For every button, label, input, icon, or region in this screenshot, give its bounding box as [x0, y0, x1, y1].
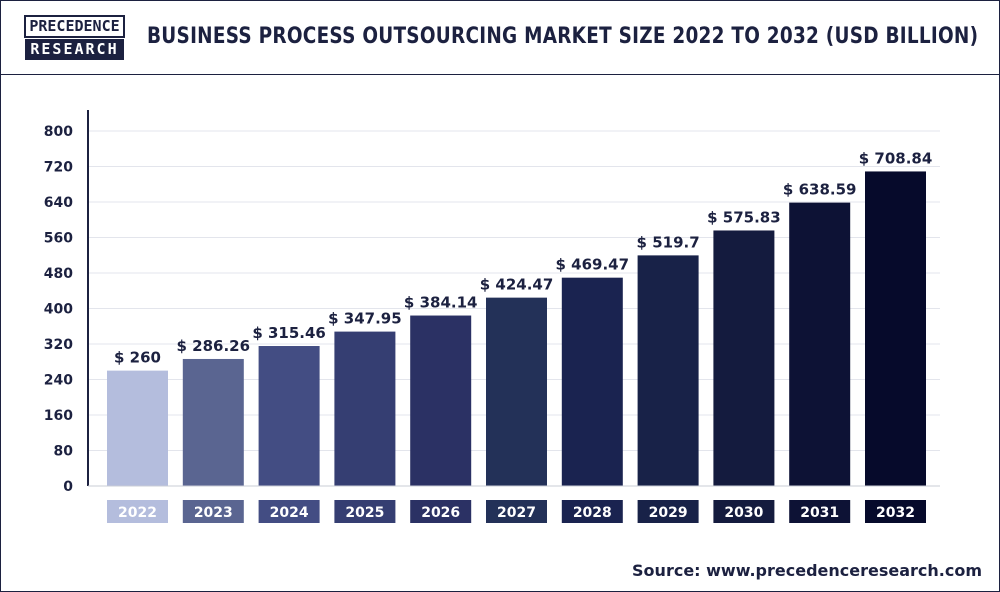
company-logo: PRECEDENCE RESEARCH	[24, 9, 125, 65]
y-tick-label: 0	[63, 479, 73, 495]
bar-2025	[334, 331, 396, 486]
data-label: $ 384.14	[404, 294, 478, 312]
bar-2029	[637, 255, 699, 486]
x-tick-box	[789, 500, 851, 523]
x-tick-box	[258, 500, 320, 523]
data-label: $ 286.26	[177, 337, 251, 355]
y-tick-label: 160	[44, 408, 73, 424]
x-tick-label: 2028	[573, 505, 612, 521]
bar-2023	[182, 358, 244, 486]
x-tick-box	[182, 500, 244, 523]
bar-2030	[713, 230, 775, 486]
x-tick-box	[410, 500, 472, 523]
x-tick-box	[486, 500, 547, 523]
data-label: $ 519.7	[637, 233, 700, 251]
x-tick-label: 2025	[345, 505, 384, 521]
x-tick-label: 2030	[724, 505, 763, 521]
data-label: $ 638.59	[783, 181, 857, 199]
x-tick-label: 2022	[118, 505, 157, 521]
x-tick-box	[713, 500, 775, 523]
header-bar: PRECEDENCE RESEARCH BUSINESS PROCESS OUT…	[1, 1, 999, 75]
data-label: $ 424.47	[480, 276, 554, 294]
bar-2024	[258, 346, 320, 486]
x-tick-box	[865, 500, 926, 523]
x-tick-label: 2031	[800, 505, 839, 521]
y-tick-label: 320	[44, 337, 73, 353]
data-label: $ 469.47	[556, 256, 630, 274]
data-label: $ 347.95	[328, 310, 402, 328]
bar-2032	[865, 171, 926, 486]
data-label: $ 315.46	[252, 324, 326, 342]
x-tick-box	[561, 500, 623, 523]
y-tick-label: 560	[44, 231, 73, 247]
source-credit: Source: www.precedenceresearch.com	[632, 561, 982, 580]
bar-2027	[486, 297, 547, 486]
chart-title: BUSINESS PROCESS OUTSOURCING MARKET SIZE…	[147, 23, 979, 49]
logo-line-1: PRECEDENCE	[24, 14, 125, 38]
y-tick-label: 240	[44, 373, 73, 389]
x-tick-label: 2032	[876, 505, 915, 521]
bar-2022	[107, 370, 168, 486]
y-tick-label: 400	[44, 302, 73, 318]
bar-2028	[561, 277, 623, 486]
logo-line-2: RESEARCH	[25, 38, 124, 60]
x-tick-box	[107, 500, 168, 523]
y-tick-label: 720	[44, 160, 73, 176]
x-tick-label: 2023	[194, 505, 233, 521]
y-tick-label: 80	[54, 444, 74, 460]
x-tick-label: 2026	[421, 505, 460, 521]
x-tick-box	[637, 500, 699, 523]
x-tick-label: 2029	[649, 505, 688, 521]
y-tick-label: 480	[44, 266, 73, 282]
y-tick-label: 640	[44, 195, 73, 211]
y-tick-label: 800	[44, 124, 73, 140]
data-label: $ 260	[114, 349, 161, 367]
data-label: $ 708.84	[859, 149, 933, 167]
bar-2026	[410, 315, 472, 486]
data-label: $ 575.83	[707, 208, 781, 226]
x-tick-box	[334, 500, 396, 523]
x-tick-label: 2024	[270, 505, 309, 521]
bar-2031	[789, 202, 851, 487]
x-tick-label: 2027	[497, 505, 536, 521]
